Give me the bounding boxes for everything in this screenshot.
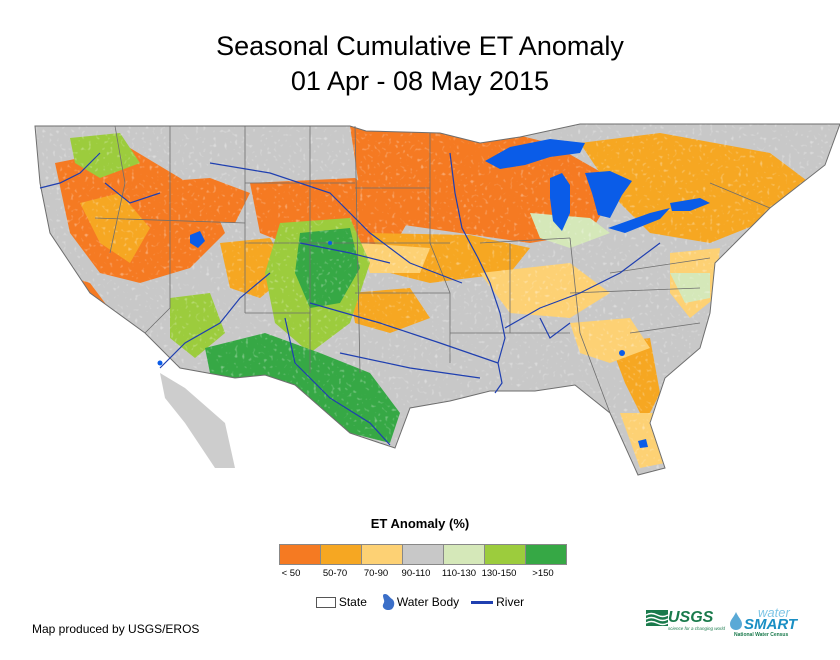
legend-labels: < 50 50-70 70-90 90-110 110-130 130-150 …	[279, 568, 567, 582]
river-line-icon	[471, 600, 494, 604]
key-water-body: Water Body	[379, 593, 459, 611]
legend-swatch-110-130	[444, 545, 485, 564]
key-river: River	[471, 595, 524, 609]
map-date-range: 01 Apr - 08 May 2015	[290, 66, 550, 96]
usgs-logo: USGS science for a changing world	[646, 610, 725, 631]
legend-label: >150	[532, 568, 554, 579]
legend-swatch-90-110	[403, 545, 444, 564]
legend-title: ET Anomaly (%)	[370, 516, 470, 531]
key-water-body-label: Water Body	[396, 595, 460, 609]
legend-swatch-70-90	[362, 545, 403, 564]
state-outline-icon	[315, 596, 336, 608]
legend-label: 70-90	[363, 568, 389, 579]
watersmart-subtitle: National Water Census	[734, 632, 789, 638]
et-anomaly-map	[34, 123, 840, 476]
legend-label: 50-70	[322, 568, 348, 579]
map-title: Seasonal Cumulative ET Anomaly	[216, 31, 624, 61]
legend-label: < 50	[281, 568, 301, 579]
water-drop-icon	[730, 612, 742, 630]
legend-swatch-50-70	[321, 545, 362, 564]
key-state: State	[315, 595, 367, 609]
legend-label: 130-150	[481, 568, 517, 579]
usgs-wave-icon	[646, 610, 668, 626]
water-body-icon	[382, 594, 395, 611]
legend-label: 90-110	[401, 568, 431, 579]
key-river-label: River	[496, 595, 525, 609]
watersmart-smart-text: SMART	[744, 616, 798, 633]
legend-swatch-lt50	[280, 545, 321, 564]
legend-swatch-130-150	[485, 545, 526, 564]
legend-color-bar	[279, 544, 567, 565]
key-state-label: State	[338, 595, 367, 609]
legend-swatch-gt150	[526, 545, 566, 564]
map-key: State Water Body River	[0, 593, 840, 611]
watersmart-water-text: water	[758, 605, 790, 620]
usgs-tagline: science for a changing world	[668, 626, 726, 631]
map-credit: Map produced by USGS/EROS	[32, 622, 200, 636]
legend-label: 110-130	[441, 568, 477, 579]
usgs-wordmark: USGS	[668, 609, 714, 626]
